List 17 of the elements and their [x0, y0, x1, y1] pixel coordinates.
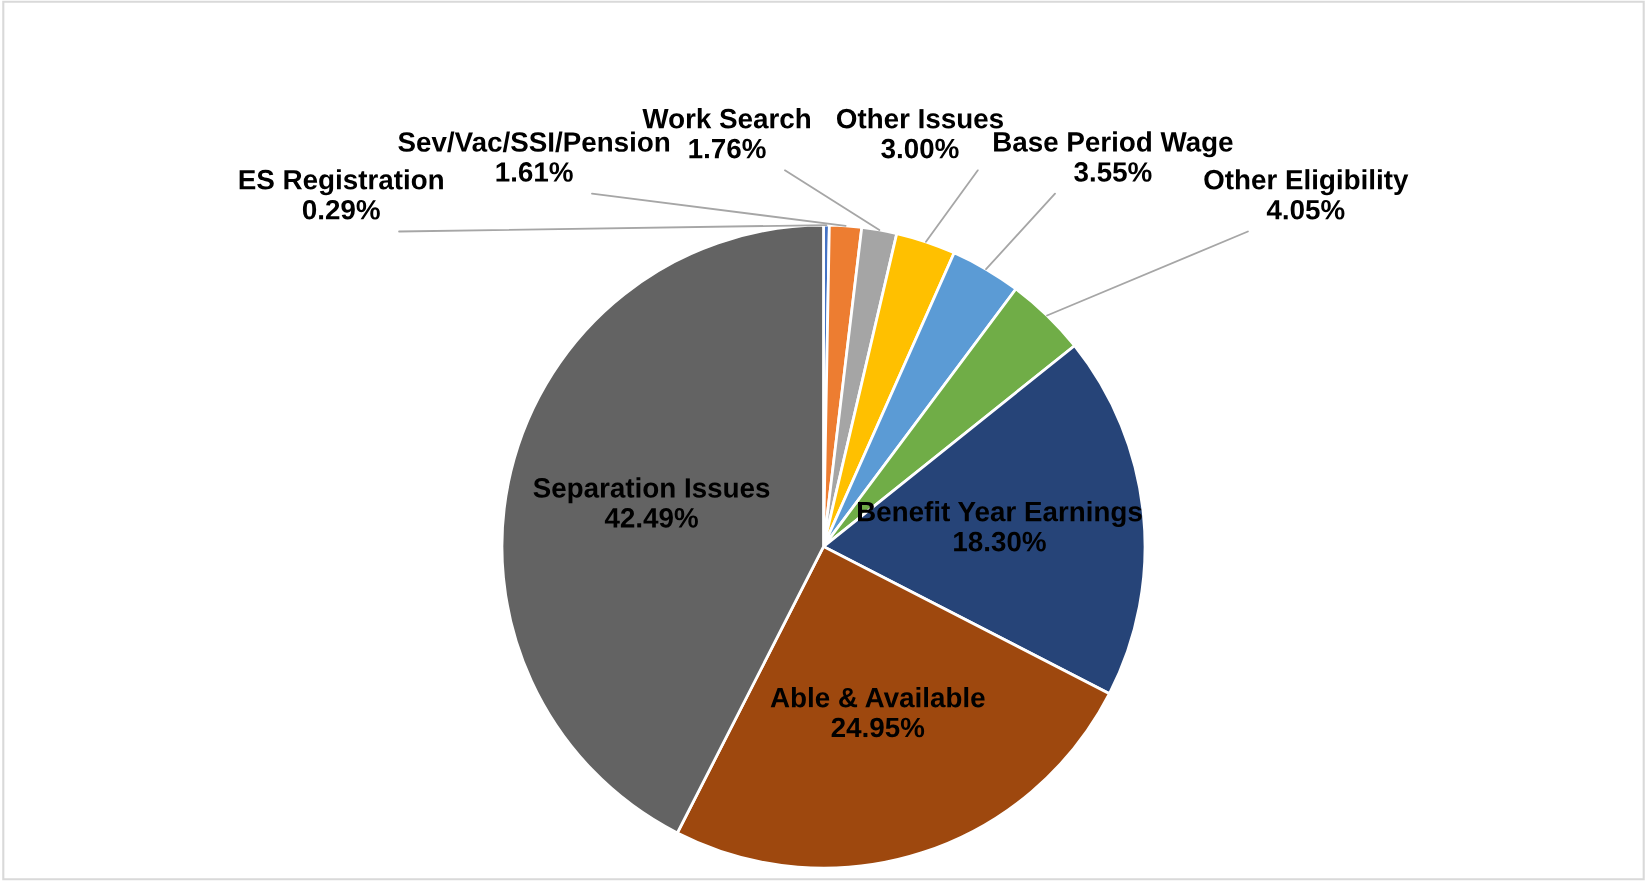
slice-label: Work Search	[642, 108, 810, 129]
data-label: 42.49%	[604, 508, 698, 528]
data-label: 3.00%	[881, 138, 959, 159]
slice-label: Sev/Vac/SSI/Pension	[398, 131, 670, 153]
data-label: 1.61%	[496, 162, 573, 182]
slice-label: Separation Issues	[533, 477, 770, 504]
data-label: 1.76%	[689, 138, 766, 159]
data-label: 0.29%	[302, 199, 380, 220]
data-label: 24.95%	[831, 717, 925, 738]
slice-label: ES Registration	[239, 169, 443, 196]
slice-label: Able & Available	[770, 687, 985, 708]
slice-label: Other Eligibility	[1204, 169, 1409, 196]
slice-label: Base Period Wage	[994, 131, 1233, 158]
data-label: 3.55%	[1074, 162, 1152, 182]
data-label: 4.05%	[1266, 199, 1345, 220]
slice-label: Other Issues	[836, 108, 1003, 129]
data-label: 18.30%	[954, 531, 1046, 552]
